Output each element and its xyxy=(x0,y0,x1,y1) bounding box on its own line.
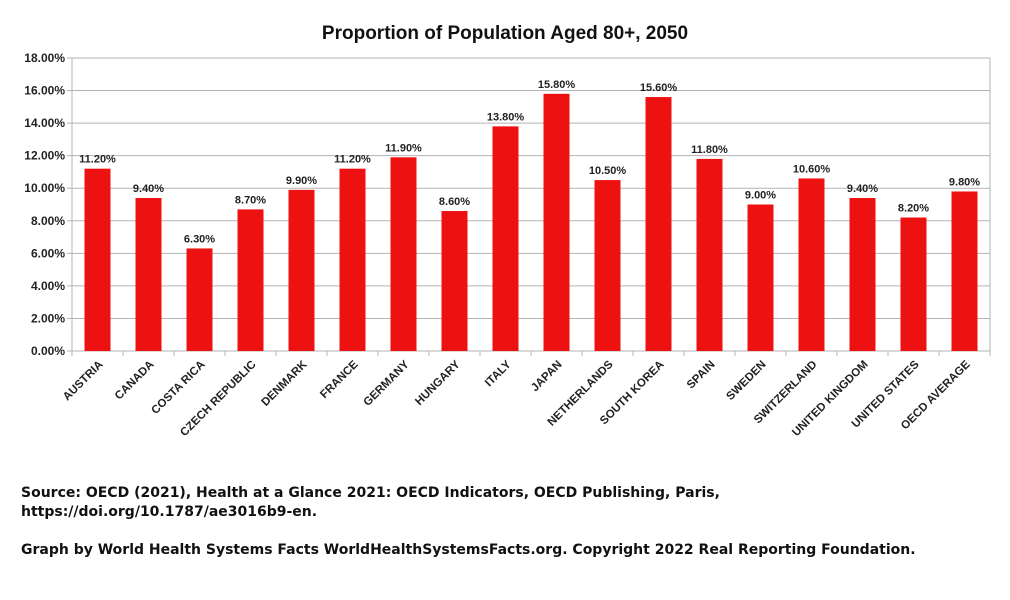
y-tick-label: 18.00% xyxy=(24,51,65,65)
x-tick-label: HUNGARY xyxy=(413,358,463,408)
bar xyxy=(288,189,315,351)
x-tick-label: JAPAN xyxy=(529,359,564,394)
data-label: 6.30% xyxy=(184,233,215,245)
bar xyxy=(951,191,978,351)
bar xyxy=(339,168,366,351)
bar xyxy=(84,168,111,351)
bar xyxy=(849,197,876,351)
data-label: 11.20% xyxy=(79,154,116,166)
bar xyxy=(747,204,774,351)
bar xyxy=(594,180,621,351)
data-label: 13.80% xyxy=(487,111,525,123)
y-tick-label: 6.00% xyxy=(31,246,65,260)
bar xyxy=(492,126,519,351)
bar xyxy=(543,93,570,352)
data-label: 9.80% xyxy=(949,176,980,188)
chart-title: Proportion of Population Aged 80+, 2050 xyxy=(322,23,688,44)
x-tick-label: SPAIN xyxy=(685,359,718,392)
x-tick-label: COSTA RICA xyxy=(149,359,207,417)
y-tick-label: 4.00% xyxy=(31,279,65,293)
bar xyxy=(186,248,213,351)
data-label: 9.40% xyxy=(133,183,164,195)
y-tick-label: 0.00% xyxy=(31,344,65,358)
data-label: 15.60% xyxy=(640,82,678,94)
chart-notes: Source: OECD (2021), Health at a Glance … xyxy=(21,484,921,579)
y-tick-label: 16.00% xyxy=(24,84,65,98)
y-tick-label: 12.00% xyxy=(24,149,65,163)
bar xyxy=(237,209,264,351)
x-tick-label: AUSTRIA xyxy=(61,359,106,404)
y-tick-label: 10.00% xyxy=(24,181,65,195)
data-label: 15.80% xyxy=(538,79,576,91)
data-label: 8.60% xyxy=(439,196,470,208)
x-tick-label: SWEDEN xyxy=(724,359,768,403)
data-label: 9.90% xyxy=(286,175,317,187)
bar xyxy=(798,178,825,351)
y-tick-label: 2.00% xyxy=(31,311,65,325)
y-tick-label: 14.00% xyxy=(24,116,65,130)
data-label: 11.20% xyxy=(334,154,371,166)
bar xyxy=(900,217,927,351)
data-label: 11.90% xyxy=(385,142,422,154)
source-note: Source: OECD (2021), Health at a Glance … xyxy=(21,485,720,520)
data-label: 10.60% xyxy=(793,163,831,175)
x-tick-label: GERMANY xyxy=(362,358,412,408)
bar xyxy=(135,197,162,351)
x-tick-label: DENMARK xyxy=(260,358,311,409)
bar xyxy=(390,157,417,351)
data-label: 8.20% xyxy=(898,203,929,215)
y-tick-label: 8.00% xyxy=(31,214,65,228)
bar xyxy=(441,211,468,351)
credit-note: Graph by World Health Systems Facts Worl… xyxy=(21,542,916,558)
x-tick-label: ITALY xyxy=(483,358,514,389)
data-label: 8.70% xyxy=(235,194,266,206)
x-tick-label: FRANCE xyxy=(318,358,361,401)
bar xyxy=(696,158,723,351)
data-label: 9.40% xyxy=(847,183,878,195)
data-label: 11.80% xyxy=(691,144,728,156)
bar xyxy=(645,97,672,351)
x-tick-label: CANADA xyxy=(113,359,157,403)
bar-chart: Proportion of Population Aged 80+, 2050 … xyxy=(24,23,991,439)
data-label: 10.50% xyxy=(589,165,627,177)
data-label: 9.00% xyxy=(745,190,776,202)
